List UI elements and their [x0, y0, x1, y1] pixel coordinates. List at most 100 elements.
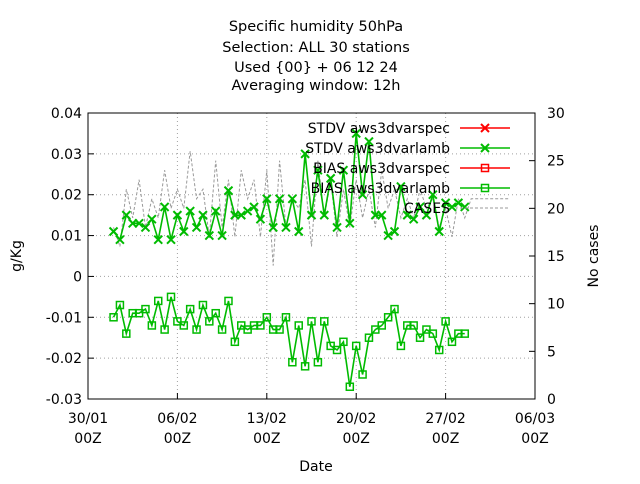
title-line-1: Specific humidity 50hPa — [229, 19, 403, 35]
stdv-point — [447, 202, 457, 212]
bias-point — [320, 317, 329, 326]
stdv-point-stroke — [262, 194, 272, 204]
bias-point — [434, 345, 444, 355]
bias-point — [262, 313, 272, 322]
stdv-point-stroke — [153, 234, 163, 245]
bias-point — [415, 333, 425, 342]
stdv-point-stroke — [319, 210, 329, 220]
stdv-point-stroke — [274, 194, 285, 204]
bias-point — [351, 341, 361, 351]
stdv-point — [460, 202, 470, 212]
legend-marker-stroke — [480, 123, 490, 133]
stdv-point-stroke — [421, 210, 432, 220]
y-tick-label: 0.01 — [51, 229, 82, 245]
stdv-point — [153, 234, 163, 245]
stdv-point — [434, 226, 444, 237]
bias-point — [332, 345, 342, 355]
bias-point — [275, 325, 284, 334]
bias-point — [358, 370, 367, 379]
bias-point — [147, 321, 157, 330]
stdv-point — [223, 185, 234, 196]
bias-point — [160, 325, 169, 334]
stdv-point — [159, 202, 170, 212]
stdv-point — [287, 194, 298, 204]
stdv-point-stroke — [389, 226, 400, 237]
stdv-point — [389, 226, 400, 237]
bias-point — [179, 321, 189, 330]
x-tick-label: 20/02 — [336, 411, 376, 427]
bias-point — [192, 325, 201, 334]
x-tick-label-time: 00Z — [253, 431, 280, 447]
bias-point — [256, 321, 265, 330]
stdv-point-stroke — [211, 206, 221, 216]
bias-point — [383, 313, 393, 322]
bias-point — [294, 321, 303, 330]
stdv-point-stroke — [217, 230, 227, 241]
stdv-point — [204, 230, 215, 241]
y-tick-label: -0.03 — [46, 392, 82, 408]
series-layer — [108, 128, 470, 391]
stdv-point — [415, 202, 425, 212]
stdv-point-stroke — [383, 230, 393, 241]
bias-point — [230, 337, 240, 347]
stdv-point — [281, 222, 291, 233]
stdv-point-stroke — [351, 128, 361, 139]
stdv-point-stroke — [198, 210, 208, 220]
stdv-point-stroke — [428, 190, 438, 200]
y-tick-label: 0.04 — [51, 106, 82, 122]
stdv-point — [274, 194, 285, 204]
y-tick-label: -0.02 — [46, 351, 82, 367]
y-tick-label: 0.03 — [51, 147, 82, 163]
stdv-point — [300, 149, 310, 159]
bias-point — [460, 329, 470, 338]
stdv-point — [166, 234, 176, 245]
stdv-point — [147, 214, 157, 224]
legend-label: BIAS aws3dvarlamb — [311, 181, 450, 197]
bias-point — [377, 321, 386, 330]
stdv-point-stroke — [447, 202, 457, 212]
stdv-point — [377, 210, 387, 220]
stdv-point-stroke — [166, 234, 176, 245]
stdv-point-stroke — [121, 210, 132, 220]
x-axis-label: Date — [299, 459, 332, 475]
legend-marker — [480, 163, 490, 173]
stdv-point — [140, 222, 151, 233]
stdv-point-stroke — [364, 136, 374, 147]
y2-tick-label: 30 — [547, 106, 565, 122]
stdv-point-stroke — [140, 222, 151, 233]
stdv-point — [268, 222, 278, 233]
title-line-2: Selection: ALL 30 stations — [222, 40, 410, 56]
stdv-point — [345, 218, 355, 229]
stdv-point — [364, 136, 374, 147]
stdv-point-stroke — [134, 218, 144, 229]
stdv-point-stroke — [172, 210, 183, 220]
stdv-point — [217, 230, 227, 241]
bias-point — [153, 296, 163, 306]
stdv-point-stroke — [306, 210, 317, 220]
y2-tick-label: 25 — [547, 154, 565, 170]
stdv-point — [338, 165, 349, 175]
series-line-stdv — [112, 133, 466, 242]
stdv-point — [325, 173, 336, 184]
legend-marker — [480, 183, 490, 193]
bias-point — [390, 304, 399, 314]
y2-tick-label: 10 — [547, 297, 565, 313]
bias-point — [224, 296, 233, 306]
stdv-point — [428, 190, 438, 200]
stdv-point — [440, 198, 451, 208]
stdv-point-stroke — [313, 165, 323, 175]
bias-point — [205, 317, 214, 326]
bias-point — [409, 321, 418, 330]
bias-point — [339, 337, 348, 347]
stdv-point — [294, 226, 304, 237]
legend: STDV aws3dvarspec STDV aws3dvarlamb BIAS a… — [305, 121, 510, 217]
stdv-point — [332, 222, 342, 233]
y2-tick-label: 15 — [547, 249, 565, 265]
stdv-point — [121, 210, 132, 220]
y2-tick-label: 20 — [547, 201, 565, 217]
stdv-point — [262, 194, 272, 204]
bias-point — [441, 317, 450, 326]
stdv-point-stroke — [204, 230, 215, 241]
x-tick-label: 27/02 — [425, 411, 465, 427]
